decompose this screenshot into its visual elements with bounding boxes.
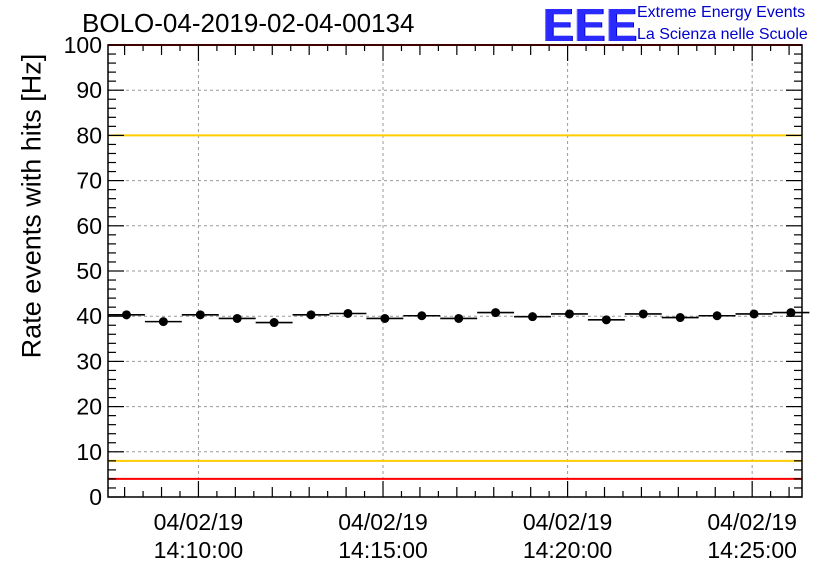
- data-point: [232, 313, 242, 323]
- x-tick-label-time: 14:10:00: [154, 537, 244, 563]
- x-tick-label-time: 14:20:00: [523, 537, 613, 563]
- data-point: [601, 315, 611, 325]
- x-tick-label-date: 04/02/19: [707, 509, 797, 535]
- y-tick-label: 80: [76, 122, 102, 148]
- x-tick-label-date: 04/02/19: [523, 509, 613, 535]
- data-point: [158, 317, 168, 327]
- x-tick-label-time: 14:15:00: [338, 537, 428, 563]
- y-tick-label: 10: [76, 439, 102, 465]
- y-tick-label: 0: [89, 484, 102, 510]
- data-point: [195, 310, 205, 320]
- data-point: [749, 309, 759, 319]
- data-point: [675, 313, 685, 323]
- y-tick-label: 90: [76, 77, 102, 103]
- x-tick-label-date: 04/02/19: [154, 509, 244, 535]
- y-tick-label: 40: [76, 303, 102, 329]
- data-point: [638, 309, 648, 319]
- y-tick-label: 70: [76, 168, 102, 194]
- data-point: [269, 318, 279, 328]
- y-axis-ticks: 0 10 20 30 40 50 60 70 80 90 100: [64, 32, 802, 510]
- data-point: [528, 312, 538, 322]
- data-point: [712, 311, 722, 321]
- data-point: [306, 310, 316, 320]
- logo-subtitle-1: Extreme Energy Events: [637, 4, 806, 21]
- data-point: [491, 308, 501, 318]
- data-point: [786, 308, 796, 318]
- reference-lines: [108, 44, 802, 480]
- y-tick-label: 60: [76, 213, 102, 239]
- data-point: [121, 310, 131, 320]
- y-tick-label: 50: [76, 258, 102, 284]
- x-axis-ticks: 04/02/1914:10:0004/02/1914:15:0004/02/19…: [124, 45, 797, 563]
- data-point: [417, 311, 427, 321]
- grid-lines: [108, 45, 802, 497]
- data-point: [454, 313, 464, 323]
- data-point: [564, 309, 574, 319]
- data-point: [380, 313, 390, 323]
- data-point: [343, 308, 353, 318]
- y-tick-label: 100: [64, 32, 102, 58]
- y-tick-label: 30: [76, 348, 102, 374]
- y-axis-label: Rate events with hits [Hz]: [16, 53, 47, 359]
- data-points: [108, 308, 810, 328]
- x-tick-label-date: 04/02/19: [338, 509, 428, 535]
- x-tick-label-time: 14:25:00: [707, 537, 797, 563]
- eee-logo-mark: EEE: [543, 0, 639, 51]
- y-tick-label: 20: [76, 394, 102, 420]
- chart-title: BOLO-04-2019-02-04-00134: [82, 8, 415, 38]
- logo-subtitle-2: La Scienza nelle Scuole: [637, 26, 808, 43]
